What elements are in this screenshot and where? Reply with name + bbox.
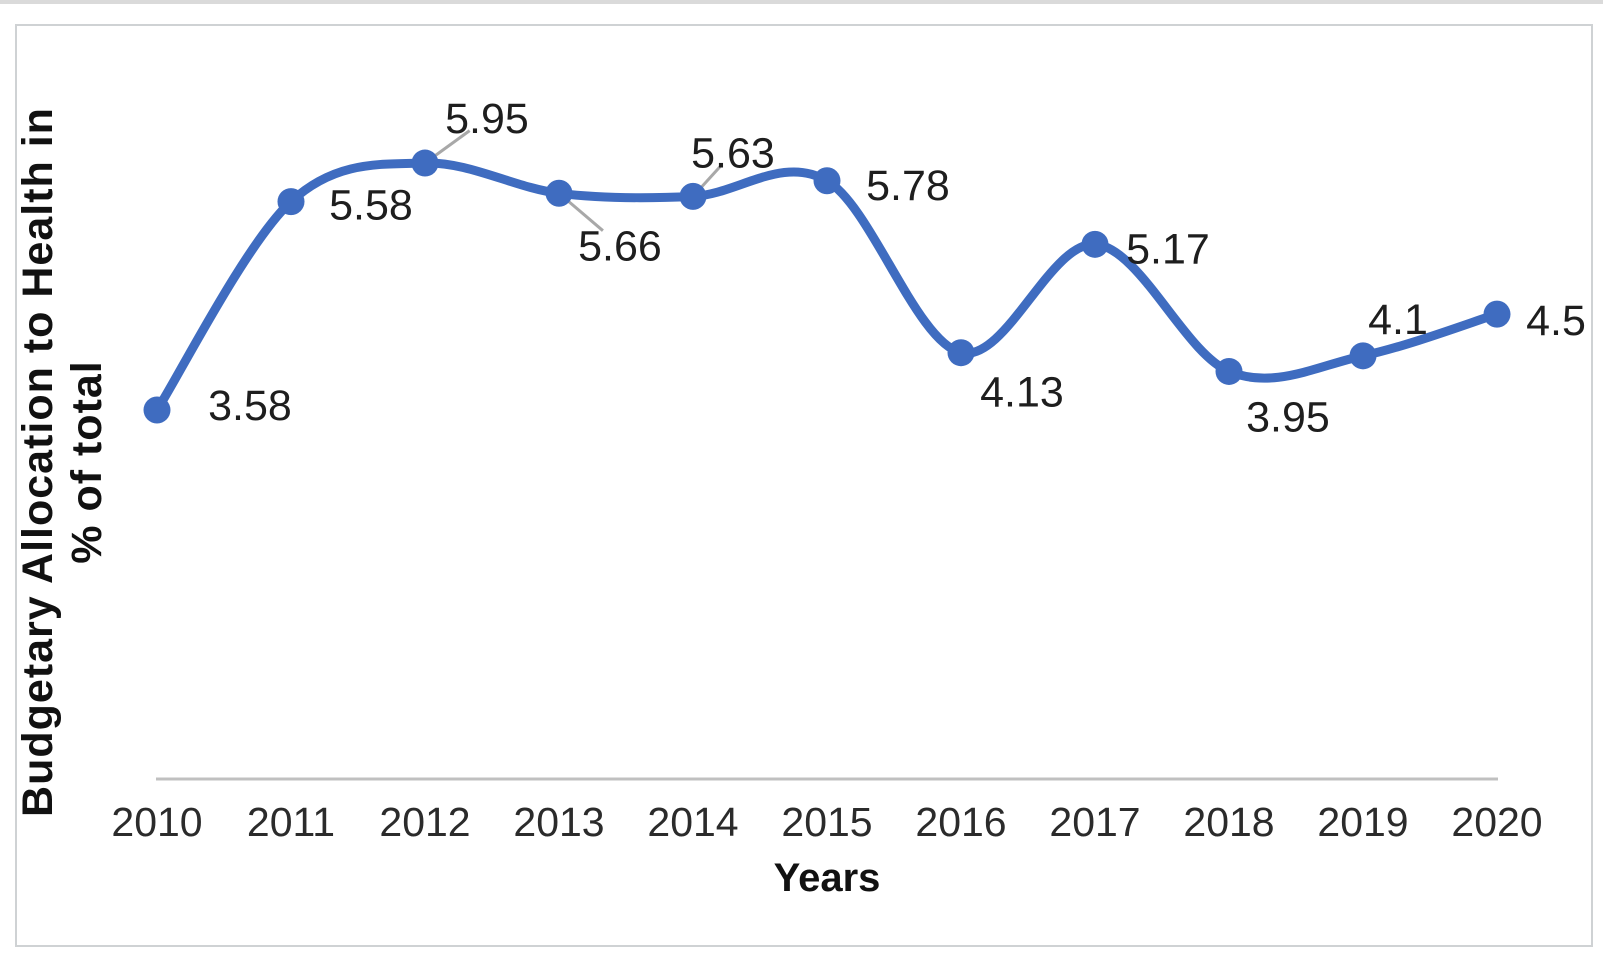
y-axis-title-line1: Budgetary Allocation to Health in	[14, 107, 62, 817]
data-label-2015: 5.78	[866, 162, 950, 210]
x-tick-label-2017: 2017	[1049, 799, 1140, 845]
x-tick-label-2014: 2014	[647, 799, 738, 845]
data-label-2010: 3.58	[208, 382, 292, 430]
x-tick-label-2019: 2019	[1317, 799, 1408, 845]
data-point-marker-2019	[1349, 342, 1377, 370]
data-point-marker-2014	[679, 182, 707, 210]
data-point-marker-2012	[411, 149, 439, 177]
x-axis-title: Years	[774, 856, 881, 900]
data-label-2011: 5.58	[329, 182, 413, 230]
x-tick-label-2018: 2018	[1183, 799, 1274, 845]
data-label-leader-line	[565, 198, 604, 232]
data-point-marker-2010	[143, 396, 171, 424]
x-tick-label-2013: 2013	[513, 799, 604, 845]
page-top-border	[0, 0, 1603, 4]
data-point-marker-2013	[545, 179, 573, 207]
x-tick-label-2012: 2012	[379, 799, 470, 845]
data-label-2019: 4.1	[1368, 296, 1428, 344]
x-tick-label-2010: 2010	[111, 799, 202, 845]
x-tick-label-2011: 2011	[247, 799, 335, 845]
x-tick-label-2016: 2016	[915, 799, 1006, 845]
data-point-marker-2016	[947, 339, 975, 367]
x-tick-label-2020: 2020	[1451, 799, 1542, 845]
x-tick-label-2015: 2015	[781, 799, 872, 845]
data-point-marker-2015	[813, 167, 841, 195]
y-axis-title-line2: % of total	[63, 360, 111, 563]
data-label-2012: 5.95	[445, 95, 529, 143]
data-point-marker-2017	[1081, 230, 1109, 258]
data-label-2020: 4.5	[1526, 297, 1586, 345]
data-label-leader-line	[431, 129, 471, 159]
plot-area: 3.58 5.58 5.95 5.66 5.63 5.78 4.13 5.17 3.95 4.1 4…	[111, 95, 1586, 845]
data-point-marker-2011	[277, 188, 305, 216]
data-label-2013: 5.66	[578, 222, 662, 270]
data-label-2016: 4.13	[980, 369, 1064, 417]
chart-frame-border	[15, 24, 1593, 947]
series-line	[152, 158, 1502, 415]
data-point-marker-2018	[1215, 357, 1243, 385]
data-point-marker-2020	[1483, 300, 1511, 328]
data-label-2018: 3.95	[1246, 393, 1330, 441]
data-label-2014: 5.63	[691, 129, 775, 177]
data-label-2017: 5.17	[1126, 225, 1210, 273]
